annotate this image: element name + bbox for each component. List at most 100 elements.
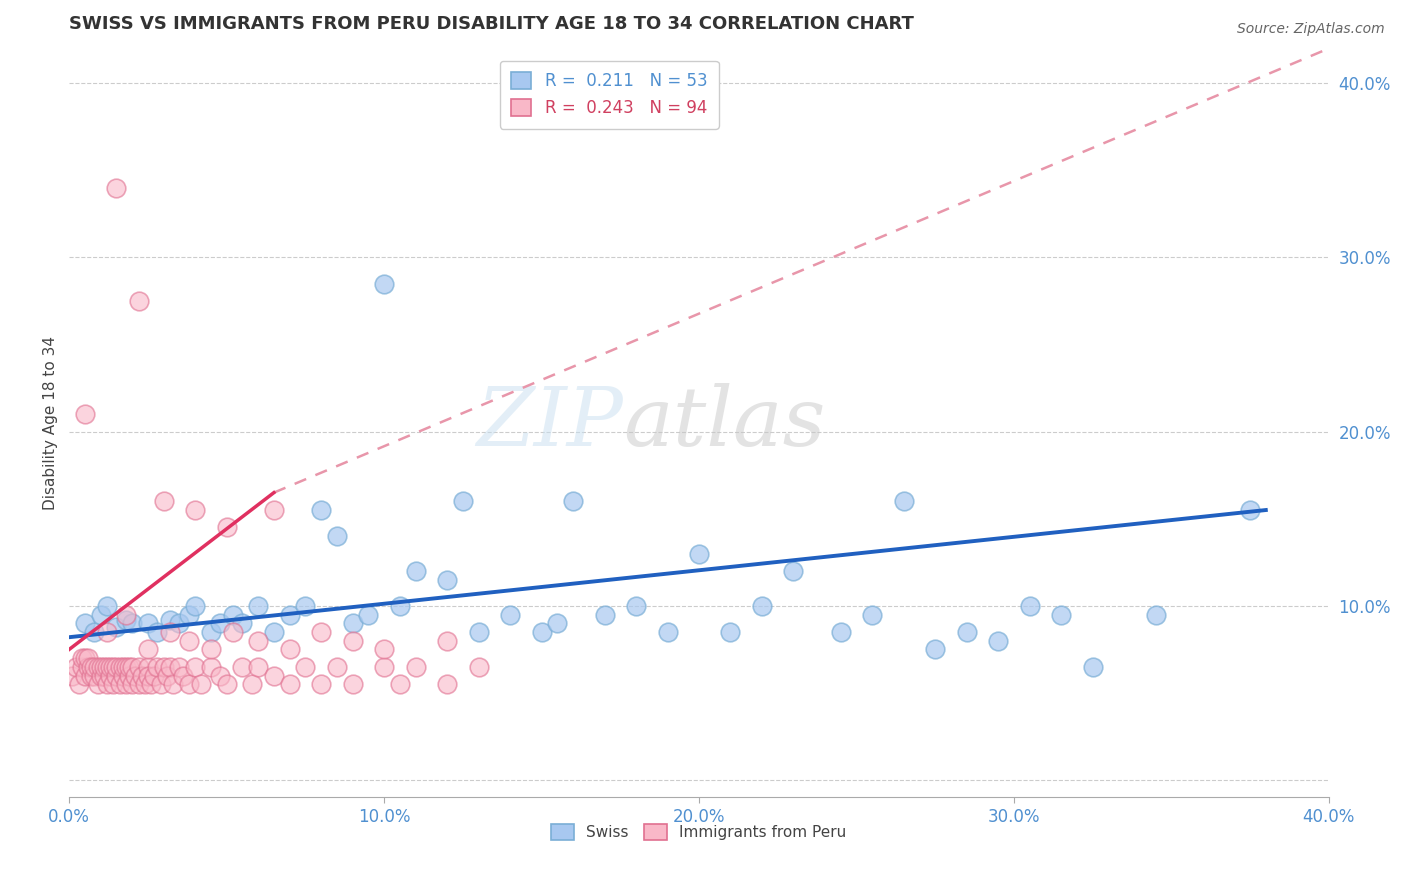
Point xyxy=(152,494,174,508)
Point xyxy=(96,660,118,674)
Point xyxy=(342,616,364,631)
Point xyxy=(67,677,90,691)
Point xyxy=(73,651,96,665)
Point xyxy=(1050,607,1073,622)
Point xyxy=(103,677,125,691)
Point xyxy=(357,607,380,622)
Point xyxy=(342,633,364,648)
Point xyxy=(152,660,174,674)
Point xyxy=(128,293,150,308)
Point xyxy=(70,651,93,665)
Point xyxy=(309,677,332,691)
Point xyxy=(860,607,883,622)
Point xyxy=(136,616,159,631)
Point xyxy=(209,616,232,631)
Point xyxy=(162,677,184,691)
Point xyxy=(231,660,253,674)
Point xyxy=(624,599,647,613)
Point xyxy=(98,668,121,682)
Point xyxy=(121,660,143,674)
Point xyxy=(159,624,181,639)
Point xyxy=(263,624,285,639)
Point xyxy=(156,668,179,682)
Point xyxy=(108,660,131,674)
Point xyxy=(240,677,263,691)
Point xyxy=(86,660,108,674)
Text: Source: ZipAtlas.com: Source: ZipAtlas.com xyxy=(1237,22,1385,37)
Point xyxy=(105,620,128,634)
Point xyxy=(143,668,166,682)
Point xyxy=(115,660,138,674)
Point xyxy=(128,677,150,691)
Point xyxy=(136,642,159,657)
Point xyxy=(388,599,411,613)
Point xyxy=(146,660,169,674)
Point xyxy=(373,277,395,291)
Point xyxy=(247,599,270,613)
Point xyxy=(111,660,134,674)
Point xyxy=(893,494,915,508)
Point xyxy=(830,624,852,639)
Point xyxy=(103,660,125,674)
Point xyxy=(1081,660,1104,674)
Point xyxy=(326,529,349,543)
Point xyxy=(177,607,200,622)
Point xyxy=(83,668,105,682)
Point xyxy=(136,668,159,682)
Point xyxy=(263,503,285,517)
Point xyxy=(467,660,489,674)
Point xyxy=(115,607,138,622)
Point xyxy=(111,668,134,682)
Point xyxy=(546,616,568,631)
Point xyxy=(131,668,153,682)
Point xyxy=(436,573,458,587)
Point xyxy=(405,660,427,674)
Point xyxy=(562,494,585,508)
Point xyxy=(169,616,191,631)
Point xyxy=(93,668,115,682)
Point xyxy=(73,616,96,631)
Point xyxy=(200,624,222,639)
Point xyxy=(342,677,364,691)
Point xyxy=(159,613,181,627)
Point xyxy=(247,633,270,648)
Point xyxy=(1018,599,1040,613)
Point xyxy=(499,607,522,622)
Point xyxy=(96,624,118,639)
Point xyxy=(177,633,200,648)
Point xyxy=(118,668,141,682)
Point xyxy=(70,660,93,674)
Point xyxy=(247,660,270,674)
Point xyxy=(83,660,105,674)
Point xyxy=(77,660,100,674)
Point xyxy=(309,624,332,639)
Point xyxy=(222,624,245,639)
Y-axis label: Disability Age 18 to 34: Disability Age 18 to 34 xyxy=(44,336,58,510)
Point xyxy=(115,613,138,627)
Point xyxy=(278,677,301,691)
Point xyxy=(90,660,112,674)
Point xyxy=(263,668,285,682)
Point xyxy=(96,677,118,691)
Point xyxy=(278,607,301,622)
Point xyxy=(80,660,103,674)
Point xyxy=(405,564,427,578)
Point xyxy=(294,660,316,674)
Point xyxy=(720,624,742,639)
Point xyxy=(105,660,128,674)
Point xyxy=(118,660,141,674)
Point xyxy=(105,181,128,195)
Point xyxy=(956,624,979,639)
Point xyxy=(108,677,131,691)
Point xyxy=(222,607,245,622)
Point xyxy=(782,564,804,578)
Point xyxy=(373,660,395,674)
Point xyxy=(172,668,194,682)
Point xyxy=(467,624,489,639)
Point xyxy=(77,651,100,665)
Point xyxy=(121,616,143,631)
Point xyxy=(136,660,159,674)
Point xyxy=(98,660,121,674)
Point xyxy=(96,599,118,613)
Point xyxy=(73,407,96,421)
